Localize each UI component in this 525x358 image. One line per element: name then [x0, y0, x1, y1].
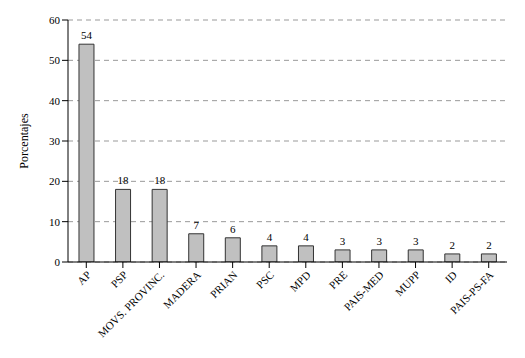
svg-text:MUPP: MUPP — [393, 268, 423, 298]
svg-text:PSP: PSP — [108, 268, 129, 289]
svg-text:50: 50 — [49, 54, 61, 66]
svg-text:PAIS-MED: PAIS-MED — [341, 268, 386, 313]
svg-text:AP: AP — [75, 268, 93, 286]
svg-text:3: 3 — [413, 235, 419, 247]
svg-text:2: 2 — [486, 239, 492, 251]
svg-text:PAIS-PS-FA: PAIS-PS-FA — [448, 268, 496, 316]
svg-text:PSC: PSC — [254, 268, 276, 290]
svg-text:40: 40 — [49, 95, 61, 107]
svg-text:ID: ID — [442, 268, 459, 285]
svg-text:PRE: PRE — [327, 268, 350, 291]
svg-text:PRIAN: PRIAN — [208, 268, 240, 300]
svg-text:MPD: MPD — [287, 268, 312, 293]
svg-text:3: 3 — [340, 235, 346, 247]
svg-text:54: 54 — [81, 29, 93, 41]
svg-text:Porcentajes: Porcentajes — [17, 113, 31, 169]
svg-text:3: 3 — [376, 235, 382, 247]
svg-text:MADERA: MADERA — [161, 268, 203, 310]
svg-text:20: 20 — [49, 175, 61, 187]
svg-text:4: 4 — [267, 231, 273, 243]
svg-text:0: 0 — [55, 256, 61, 268]
svg-text:10: 10 — [49, 216, 61, 228]
svg-text:4: 4 — [303, 231, 309, 243]
svg-text:7: 7 — [193, 219, 199, 231]
svg-text:6: 6 — [230, 223, 236, 235]
svg-text:2: 2 — [450, 239, 456, 251]
svg-text:MOVS. PROVINC.: MOVS. PROVINC. — [95, 268, 166, 339]
svg-text:30: 30 — [49, 135, 61, 147]
svg-text:60: 60 — [49, 14, 61, 26]
svg-text:18: 18 — [154, 174, 166, 186]
svg-text:18: 18 — [118, 174, 130, 186]
